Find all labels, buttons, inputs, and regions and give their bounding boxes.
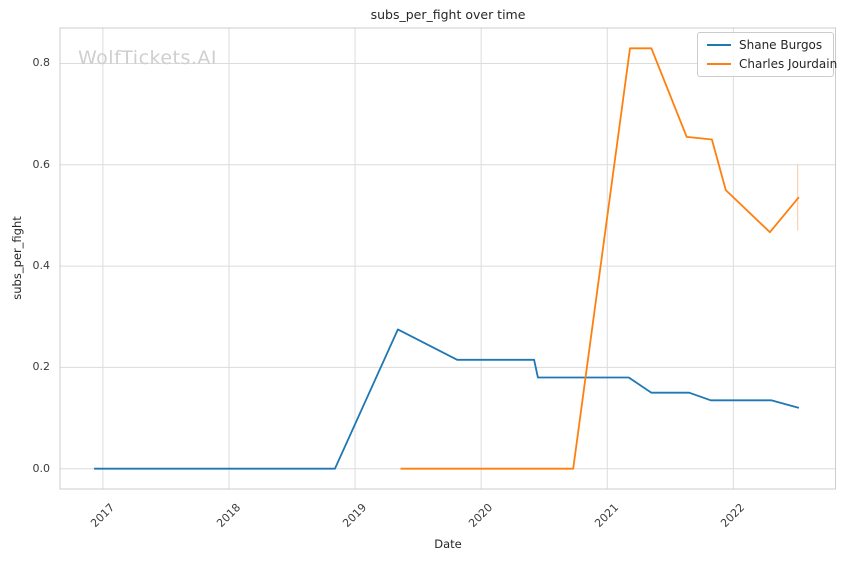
plot-border <box>59 27 836 490</box>
chart-title: subs_per_fight over time <box>370 7 526 22</box>
legend-label-charles-jourdain: Charles Jourdain <box>739 57 838 71</box>
legend-item-shane-burgos: Shane Burgos <box>707 38 824 52</box>
plot-background <box>60 28 836 489</box>
legend: Shane Burgos Charles Jourdain <box>697 32 837 77</box>
charles-jourdain-line-swatch <box>707 63 731 65</box>
x-axis-label: Date <box>434 537 462 551</box>
legend-item-charles-jourdain: Charles Jourdain <box>707 57 837 71</box>
watermark: WolfTickets.AI <box>78 47 218 69</box>
series-line-charles-jourdain <box>400 47 800 470</box>
shane-burgos-line-swatch <box>707 44 731 46</box>
series-line-shane-burgos <box>94 328 800 470</box>
legend-label-shane-burgos: Shane Burgos <box>739 38 823 52</box>
